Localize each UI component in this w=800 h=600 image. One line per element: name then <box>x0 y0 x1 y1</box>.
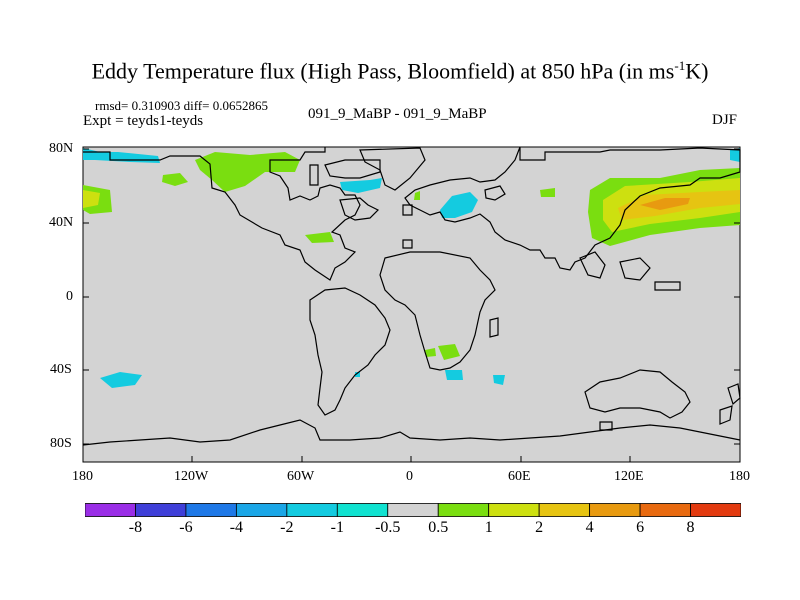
colorbar-swatch <box>639 503 691 517</box>
lon-label: 180 <box>729 469 750 484</box>
positive-anomaly-region <box>425 348 436 357</box>
colorbar-swatch <box>437 503 490 517</box>
runs-label: 091_9_MaBP - 091_9_MaBP <box>308 106 487 122</box>
stats-label: rmsd= 0.310903 diff= 0.0652865 <box>95 98 268 113</box>
coastline <box>484 185 506 201</box>
coastlines <box>82 146 741 446</box>
colorbar-label: -6 <box>179 519 193 536</box>
anomaly-fields <box>83 148 740 388</box>
lon-label: 120W <box>174 469 209 484</box>
experiment-label: Expt = teyds1-teyds <box>83 113 204 129</box>
negative-anomaly-region <box>83 148 160 163</box>
coastline <box>83 147 361 281</box>
negative-anomaly-region <box>100 372 142 388</box>
coastline <box>719 405 733 425</box>
coastline <box>654 281 681 291</box>
lon-label: 60W <box>287 469 315 484</box>
coastline <box>584 369 691 419</box>
lon-label: 120E <box>614 469 644 484</box>
colorbar <box>85 503 741 517</box>
positive-anomaly-region <box>162 173 188 186</box>
colorbar-label: 1 <box>484 519 493 536</box>
positive-anomaly-region <box>305 232 334 243</box>
coastline <box>579 251 606 279</box>
colorbar-swatch <box>538 503 591 517</box>
season-label: DJF <box>712 112 738 128</box>
positive-anomaly-region <box>195 152 300 192</box>
coastline <box>619 257 651 281</box>
colorbar-label: -0.5 <box>375 519 401 536</box>
coastline <box>309 287 391 416</box>
negative-anomaly-region <box>440 192 478 218</box>
positive-anomaly-region <box>438 344 460 360</box>
coastline <box>379 251 496 371</box>
positive-anomaly-region <box>83 190 100 208</box>
colorbar-label: 6 <box>636 519 645 536</box>
negative-anomaly-region <box>340 178 382 193</box>
coastline <box>324 159 381 179</box>
lon-label: 60E <box>508 469 531 484</box>
chart-title: Eddy Temperature flux (High Pass, Bloomf… <box>91 58 709 84</box>
coastline <box>727 383 741 406</box>
colorbar-label: -1 <box>330 519 344 536</box>
colorbar-label: 0.5 <box>428 519 449 536</box>
lat-label: 0 <box>66 289 73 304</box>
positive-anomaly-region <box>640 198 690 210</box>
colorbar-label: -8 <box>128 519 143 536</box>
colorbar-swatch <box>286 503 338 517</box>
coastline <box>359 147 426 191</box>
positive-anomaly-region <box>414 191 420 200</box>
coastline <box>402 239 413 249</box>
colorbar-label: -4 <box>229 519 244 536</box>
colorbar-swatch <box>589 503 641 517</box>
lon-label: 180 <box>72 469 93 484</box>
colorbar-swatch <box>85 503 136 517</box>
colorbar-label: 8 <box>686 519 695 536</box>
ticks <box>82 148 741 462</box>
colorbar-label: 2 <box>535 519 544 536</box>
colorbar-swatch <box>488 503 540 517</box>
negative-anomaly-region <box>355 372 360 377</box>
coastline <box>339 197 380 221</box>
lat-label: 40S <box>50 362 72 377</box>
coastline <box>402 204 413 216</box>
coastline <box>599 421 613 431</box>
lon-label: 0 <box>406 469 413 484</box>
lat-label: 80N <box>49 141 74 156</box>
colorbar-label: 4 <box>585 519 594 536</box>
colorbar-swatch <box>336 503 389 517</box>
positive-anomaly-region <box>540 188 555 197</box>
colorbar-swatch <box>387 503 439 517</box>
coastline <box>404 146 741 271</box>
colorbar-swatch <box>185 503 237 517</box>
lat-label: 80S <box>50 436 72 451</box>
coastline <box>82 419 741 446</box>
colorbar-swatch <box>235 503 288 517</box>
coastline <box>309 164 319 186</box>
negative-anomaly-region <box>493 375 505 385</box>
colorbar-label: -2 <box>280 519 294 536</box>
lat-label: 40N <box>49 215 74 230</box>
negative-anomaly-region <box>445 370 463 380</box>
negative-anomaly-region <box>730 148 740 162</box>
colorbar-swatch <box>135 503 187 517</box>
colorbar-swatch <box>690 503 741 517</box>
coastline <box>489 317 499 338</box>
